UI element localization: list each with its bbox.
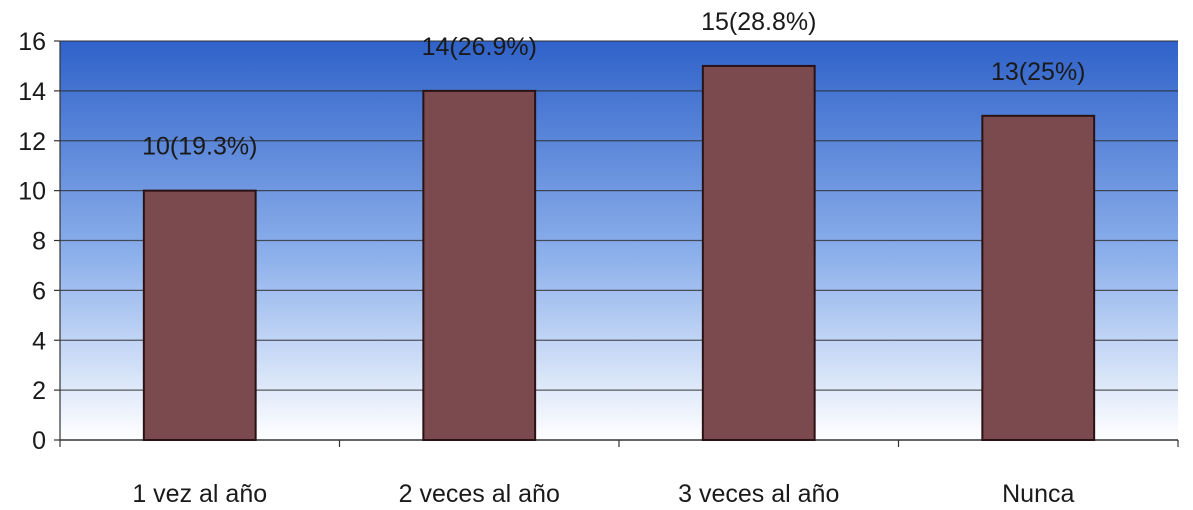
data-label: 10(19.3%): [142, 133, 257, 161]
y-tick-label: 2: [32, 377, 46, 405]
y-axis: 0 2 4 6 8 10 12 14 16: [18, 28, 61, 455]
y-tick-label: 0: [32, 427, 46, 455]
data-label: 15(28.8%): [701, 8, 816, 36]
category-labels: 1 vez al año 2 veces al año 3 veces al año…: [132, 480, 1074, 508]
bars: [142, 64, 1096, 441]
bar: [142, 189, 257, 441]
y-tick-label: 10: [18, 178, 46, 206]
bar: [701, 64, 816, 441]
category-label: 1 vez al año: [132, 480, 267, 508]
x-axis: [59, 439, 1179, 447]
category-label: 2 veces al año: [399, 480, 560, 508]
data-labels: 10(19.3%) 14(26.9%) 15(28.8%) 13(25%): [142, 8, 1085, 161]
category-label: Nunca: [1002, 480, 1074, 508]
y-tick-label: 8: [32, 228, 46, 256]
y-tick-label: 12: [18, 128, 46, 156]
y-tick-label: 14: [18, 78, 46, 106]
y-tick-label: 6: [32, 277, 46, 305]
data-label: 14(26.9%): [422, 33, 537, 61]
bar: [981, 114, 1096, 441]
category-label: 3 veces al año: [678, 480, 839, 508]
data-label: 13(25%): [991, 58, 1086, 86]
y-tick-label: 16: [18, 28, 46, 56]
y-tick-label: 4: [32, 327, 46, 355]
bar: [422, 89, 537, 441]
